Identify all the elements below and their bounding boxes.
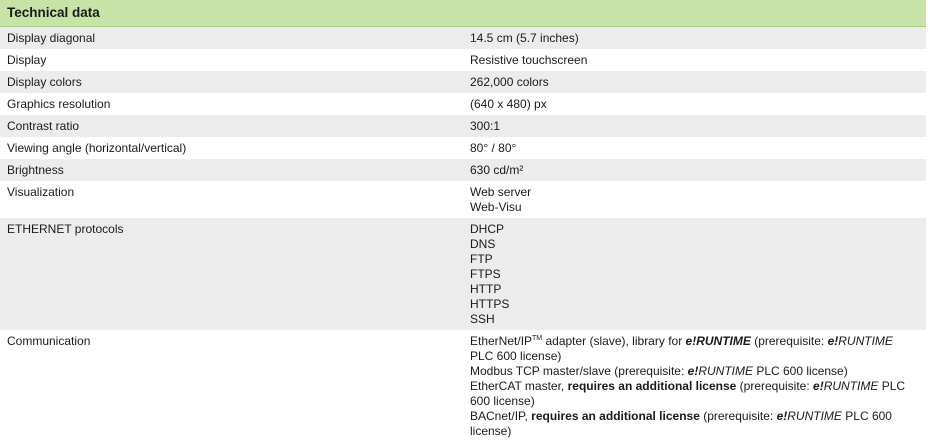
text-run: EtherNet/IP xyxy=(470,334,533,348)
text-run: adapter (slave), library for xyxy=(542,334,686,348)
value-line: EtherNet/IPTM adapter (slave), library f… xyxy=(470,334,918,364)
row-label: Display diagonal xyxy=(7,31,96,45)
row-value: 630 cd/m² xyxy=(470,163,918,178)
row-label: ETHERNET protocols xyxy=(7,222,124,236)
row-label: Brightness xyxy=(7,163,64,177)
value-line: 80° / 80° xyxy=(470,141,517,155)
value-line: HTTPS xyxy=(470,297,510,311)
text-run: requires an additional license xyxy=(567,379,737,393)
value-line: FTP xyxy=(470,252,493,266)
value-line: Modbus TCP master/slave (prerequisite: e… xyxy=(470,364,918,379)
row-value: (640 x 480) px xyxy=(470,97,918,112)
value-line: 630 cd/m² xyxy=(470,163,524,177)
value-line: 300:1 xyxy=(470,119,501,133)
text-run: RUNTIME xyxy=(823,379,879,393)
text-run: e! xyxy=(687,364,699,378)
text-run: RUNTIME xyxy=(838,334,893,348)
table-row: Graphics resolution (640 x 480) px xyxy=(0,93,926,115)
row-label: Display xyxy=(7,53,47,67)
row-label: Display colors xyxy=(7,75,82,89)
value-line: (640 x 480) px xyxy=(470,97,547,111)
text-run: RUNTIME xyxy=(787,409,842,423)
table-body: Display diagonal 14.5 cm (5.7 inches) Disp… xyxy=(0,27,926,442)
row-value: DHCP DNS FTP FTPS HTTP HTTPS SSH xyxy=(470,222,918,327)
value-line: 262,000 colors xyxy=(470,75,549,89)
table-row: Display diagonal 14.5 cm (5.7 inches) xyxy=(0,27,926,49)
text-run: Modbus TCP master/slave (prerequisite: xyxy=(470,364,688,378)
table-title: Technical data xyxy=(0,0,926,27)
row-label: Contrast ratio xyxy=(7,119,80,133)
text-run: BACnet/IP, xyxy=(470,409,532,423)
table-row: Visualization Web server Web-Visu xyxy=(0,181,926,218)
value-line: EtherCAT master, requires an additional … xyxy=(470,379,918,409)
value-line: HTTP xyxy=(470,282,502,296)
text-run: (prerequisite: xyxy=(750,334,828,348)
row-value: EtherNet/IPTM adapter (slave), library f… xyxy=(470,334,918,439)
text-run: RUNTIME xyxy=(698,364,753,378)
row-label: Graphics resolution xyxy=(7,97,111,111)
table-row: Display colors 262,000 colors xyxy=(0,71,926,93)
text-run: PLC 600 license) xyxy=(470,379,906,408)
row-value: 80° / 80° xyxy=(470,141,918,156)
row-label: Viewing angle (horizontal/vertical) xyxy=(7,141,187,155)
text-run: e!RUNTIME xyxy=(685,334,751,348)
row-value: 262,000 colors xyxy=(470,75,918,90)
text-run: TM xyxy=(532,335,543,342)
value-line: Web server xyxy=(470,185,532,199)
row-label: Communication xyxy=(7,334,91,348)
table-row: Brightness 630 cd/m² xyxy=(0,159,926,181)
value-line: DHCP xyxy=(470,222,505,236)
row-value: 300:1 xyxy=(470,119,918,134)
row-label: Visualization xyxy=(7,185,75,199)
table-row: Communication EtherNet/IPTM adapter (slav… xyxy=(0,330,926,442)
text-run: PLC 600 license) xyxy=(470,409,892,438)
text-run: (prerequisite: xyxy=(736,379,814,393)
value-line: FTPS xyxy=(470,267,501,281)
table-row: Display Resistive touchscreen xyxy=(0,49,926,71)
value-line: BACnet/IP, requires an additional licens… xyxy=(470,409,918,439)
table-row: ETHERNET protocols DHCP DNS FTP FTPS HTTP HTTP… xyxy=(0,218,926,330)
text-run: (prerequisite: xyxy=(699,409,777,423)
text-run: PLC 600 license) xyxy=(753,364,848,378)
text-run: EtherCAT master, xyxy=(470,379,568,393)
text-run: requires an additional license xyxy=(531,409,700,423)
value-line: Resistive touchscreen xyxy=(470,53,588,67)
text-run: PLC 600 license) xyxy=(470,349,562,363)
row-value: Resistive touchscreen xyxy=(470,53,918,68)
text-run: e! xyxy=(813,379,824,393)
row-value: Web server Web-Visu xyxy=(470,185,918,215)
value-line: DNS xyxy=(470,237,496,251)
value-line: 14.5 cm (5.7 inches) xyxy=(470,31,579,45)
table-row: Contrast ratio 300:1 xyxy=(0,115,926,137)
text-run: e! xyxy=(827,334,839,348)
value-line: SSH xyxy=(470,312,495,326)
row-value: 14.5 cm (5.7 inches) xyxy=(470,31,918,46)
value-line: Web-Visu xyxy=(470,200,522,214)
table-row: Viewing angle (horizontal/vertical) 80° /… xyxy=(0,137,926,159)
text-run: e! xyxy=(776,409,788,423)
